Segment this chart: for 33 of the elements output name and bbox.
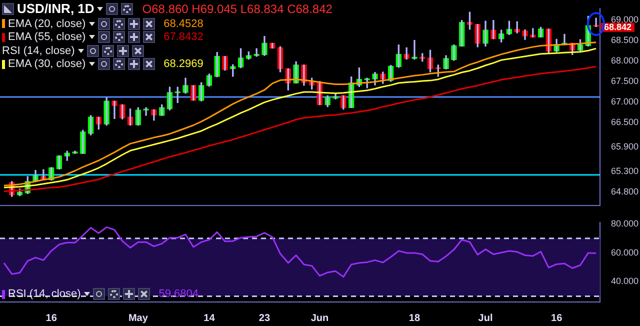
annotation: 68.2969 xyxy=(164,58,204,70)
y-tick-label: 65.300 xyxy=(611,166,639,176)
y-tick-label: 68.500 xyxy=(611,34,639,45)
y-tick-label: 60.000 xyxy=(611,247,639,258)
x-tick-label: Jul xyxy=(478,312,493,324)
x-tick-label: Jun xyxy=(310,312,329,324)
y-tick-label: 80.000 xyxy=(611,218,639,228)
x-tick-label: 14 xyxy=(204,312,216,324)
annotation: 68.4528 xyxy=(164,18,204,30)
y-tick-label: 68.000 xyxy=(611,55,639,66)
candlestick xyxy=(190,85,196,101)
x-tick-label: 16 xyxy=(551,312,563,324)
legend-label: EMA (20, close) xyxy=(8,18,86,30)
y-tick-label: 69.000 xyxy=(611,14,639,24)
y-tick-label: 67.500 xyxy=(611,76,639,86)
legend-label: EMA (55, close) xyxy=(8,31,86,44)
x-tick-label: 18 xyxy=(408,312,420,324)
y-tick-label: 67.000 xyxy=(611,96,639,106)
legend-label: RSI (14, close) xyxy=(8,288,81,300)
y-tick-label: 66.500 xyxy=(611,116,639,127)
y-tick-label: 40.000 xyxy=(611,276,639,286)
text: 68.842 xyxy=(604,22,632,32)
text: RSI (14, close) xyxy=(2,44,75,57)
annotation: O68.860 H69.045 L68.834 C68.842 xyxy=(142,2,332,16)
x-tick-label: 16 xyxy=(46,312,58,324)
x-tick-label: May xyxy=(128,312,148,324)
legend-label: EMA (30, close) xyxy=(8,58,86,70)
annotation: 67.8432 xyxy=(164,31,204,44)
y-tick-label: 65.900 xyxy=(611,141,639,152)
annotation: 59.6804 xyxy=(158,288,199,300)
chart-title: USD/INR, 1D xyxy=(17,1,94,16)
y-tick-label: 64.800 xyxy=(611,186,639,197)
x-tick-label: 23 xyxy=(258,312,270,324)
